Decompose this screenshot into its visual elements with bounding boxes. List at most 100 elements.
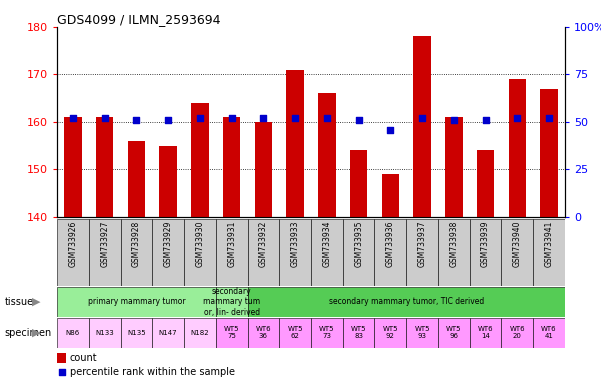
Text: secondary
mammary tum
or, lin- derived: secondary mammary tum or, lin- derived [203,287,260,317]
FancyBboxPatch shape [248,219,279,286]
Bar [287,70,304,217]
Text: WT5
75: WT5 75 [224,326,239,339]
Text: percentile rank within the sample: percentile rank within the sample [70,367,235,377]
Point [195,115,205,121]
Bar [96,117,114,217]
FancyBboxPatch shape [184,219,216,286]
Bar [223,117,240,217]
Text: WT6
36: WT6 36 [255,326,271,339]
Point [132,117,141,123]
FancyBboxPatch shape [501,219,533,286]
Text: N182: N182 [191,329,209,336]
FancyBboxPatch shape [89,219,121,286]
Bar [343,318,374,348]
Bar [406,318,438,348]
Text: specimen: specimen [5,328,52,338]
FancyBboxPatch shape [533,219,565,286]
Text: N86: N86 [66,329,80,336]
Text: GSM733930: GSM733930 [195,221,204,267]
Text: GSM733933: GSM733933 [291,221,300,267]
Text: WT5
73: WT5 73 [319,326,335,339]
Text: GSM733936: GSM733936 [386,221,395,267]
Point [449,117,459,123]
Point [417,115,427,121]
Bar [318,93,335,217]
FancyBboxPatch shape [121,219,152,286]
Text: WT5
62: WT5 62 [287,326,303,339]
Point [57,369,67,376]
Point [100,115,109,121]
Bar [216,287,248,317]
Bar [311,318,343,348]
Text: GSM733935: GSM733935 [354,221,363,267]
Text: GSM733934: GSM733934 [322,221,331,267]
Text: WT6
20: WT6 20 [510,326,525,339]
Bar [255,122,272,217]
Text: GSM733929: GSM733929 [163,221,172,267]
Bar [248,318,279,348]
Point [545,115,554,121]
Point [481,117,490,123]
Bar [89,318,121,348]
Bar [540,89,558,217]
Bar [350,151,367,217]
Bar [445,117,463,217]
Text: GSM733928: GSM733928 [132,221,141,267]
FancyBboxPatch shape [374,219,406,286]
Text: GSM733932: GSM733932 [259,221,268,267]
Point [163,117,173,123]
Bar [159,146,177,217]
Text: WT6
41: WT6 41 [542,326,557,339]
Text: WT5
83: WT5 83 [351,326,367,339]
FancyBboxPatch shape [216,219,248,286]
Bar [216,318,248,348]
Bar [438,318,470,348]
Text: WT5
93: WT5 93 [414,326,430,339]
Bar [501,318,533,348]
Text: N133: N133 [96,329,114,336]
Text: GDS4099 / ILMN_2593694: GDS4099 / ILMN_2593694 [57,13,221,26]
Point [258,115,268,121]
Bar [533,318,565,348]
Bar [184,318,216,348]
Bar [279,318,311,348]
Text: GSM733937: GSM733937 [418,221,427,267]
Bar [470,318,501,348]
Point [354,117,364,123]
Bar [57,353,66,363]
Text: GSM733927: GSM733927 [100,221,109,267]
Text: ▶: ▶ [32,297,40,307]
Text: tissue: tissue [5,297,34,307]
Bar [121,318,152,348]
FancyBboxPatch shape [343,219,374,286]
Text: GSM733938: GSM733938 [450,221,459,267]
Text: N135: N135 [127,329,146,336]
Bar [64,117,82,217]
FancyBboxPatch shape [406,219,438,286]
Text: primary mammary tumor: primary mammary tumor [88,297,185,306]
Text: secondary mammary tumor, TIC derived: secondary mammary tumor, TIC derived [329,297,484,306]
Bar [248,287,565,317]
Text: ▶: ▶ [32,328,40,338]
FancyBboxPatch shape [311,219,343,286]
Bar [152,318,184,348]
Point [386,126,395,132]
Text: WT5
96: WT5 96 [446,326,462,339]
Text: GSM733941: GSM733941 [545,221,554,267]
Text: GSM733940: GSM733940 [513,221,522,267]
Bar [374,318,406,348]
Bar [508,79,526,217]
Bar [191,103,209,217]
Point [290,115,300,121]
Text: WT6
14: WT6 14 [478,326,493,339]
Text: GSM733926: GSM733926 [69,221,78,267]
Point [68,115,78,121]
Point [513,115,522,121]
Text: count: count [70,353,97,363]
FancyBboxPatch shape [279,219,311,286]
Text: N147: N147 [159,329,177,336]
Text: GSM733931: GSM733931 [227,221,236,267]
Bar [57,318,89,348]
Bar [413,36,431,217]
Text: WT5
92: WT5 92 [383,326,398,339]
